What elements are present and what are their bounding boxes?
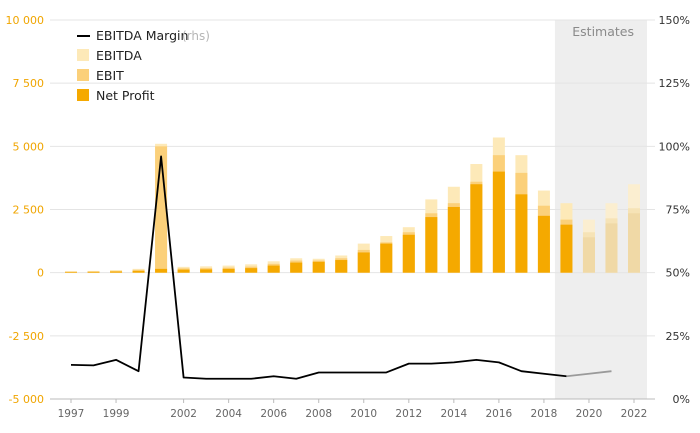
bar-net-profit (335, 260, 348, 273)
x-tick-label: 2002 (170, 408, 197, 420)
bar-net-profit (628, 213, 640, 273)
bar-net-profit (425, 217, 438, 273)
legend-swatch-ebitda (77, 49, 89, 61)
x-tick-label: 2010 (350, 408, 377, 420)
bar-net-profit (267, 265, 280, 273)
legend-label-ebitda: EBITDA (96, 48, 142, 63)
x-tick-label: 2022 (621, 408, 648, 420)
bar-net-profit (290, 262, 303, 273)
x-tick-label: 2008 (305, 408, 332, 420)
x-tick-label: 2004 (215, 408, 242, 420)
bar-net-profit (560, 224, 573, 273)
x-tick-label: 1997 (58, 408, 85, 420)
left-tick-label: -5 000 (9, 393, 44, 406)
right-axis-ticks: 150% 125% 100% 75% 50% 25% 0% (659, 14, 690, 406)
right-tick-label: 50% (666, 267, 690, 280)
bar-net-profit (447, 206, 460, 273)
bar-net-profit (110, 271, 123, 273)
bar-net-profit (132, 270, 145, 273)
x-tick-label: 2018 (531, 408, 558, 420)
right-tick-label: 25% (666, 330, 690, 343)
x-axis-ticks: 1997 1999 2002 2004 2006 2008 2010 2012 2014 2016… (58, 399, 648, 420)
bar-net-profit (492, 171, 505, 273)
left-tick-label: -2 500 (9, 330, 44, 343)
bar-net-profit (537, 215, 550, 273)
left-tick-label: 0 (37, 267, 44, 280)
bar-net-profit (515, 194, 528, 273)
left-axis-ticks: 10 000 7 500 5 000 2 500 0 -2 500 -5 000 (6, 14, 45, 406)
bar-net-profit (380, 243, 393, 273)
legend-label-ebit: EBIT (96, 68, 124, 83)
bar-net-profit (357, 252, 370, 273)
gridlines (50, 19, 655, 400)
x-tick-label: 2012 (395, 408, 422, 420)
bar-net-profit (605, 223, 618, 273)
right-tick-label: 75% (666, 204, 690, 217)
bar-net-profit (200, 269, 213, 273)
left-tick-label: 2 500 (13, 204, 45, 217)
bar-net-profit (245, 268, 258, 273)
left-tick-label: 7 500 (13, 77, 45, 90)
legend-label-ebitda-margin: EBITDA Margin (96, 28, 188, 43)
bars (65, 137, 640, 273)
bar-net-profit (470, 184, 483, 273)
bar-net-profit (222, 268, 235, 273)
left-tick-label: 5 000 (13, 140, 45, 153)
ebitda-margin-line (70, 155, 567, 380)
x-tick-label: 2016 (486, 408, 513, 420)
right-tick-label: 100% (659, 140, 690, 153)
bar-net-profit (312, 261, 325, 273)
bar-net-profit (155, 268, 168, 273)
bar-net-profit (87, 271, 100, 273)
legend-swatch-net-profit (77, 89, 89, 101)
ebitda-margin-line-estimate (566, 370, 612, 378)
legend-label-rhs: (rhs) (182, 29, 210, 43)
x-tick-label: 2006 (260, 408, 287, 420)
bar-net-profit (582, 237, 595, 273)
right-tick-label: 150% (659, 14, 690, 27)
x-tick-label: 2014 (440, 408, 467, 420)
legend-swatch-ebit (77, 69, 89, 81)
legend: EBITDA Margin (rhs) EBITDA EBIT Net Prof… (77, 28, 210, 103)
bar-net-profit (177, 269, 190, 273)
estimates-label: Estimates (572, 24, 634, 39)
x-tick-label: 1999 (103, 408, 130, 420)
bar-net-profit (402, 234, 415, 273)
bar-net-profit (65, 272, 77, 273)
left-tick-label: 10 000 (6, 14, 45, 27)
legend-label-net-profit: Net Profit (96, 88, 155, 103)
x-tick-label: 2020 (576, 408, 603, 420)
margin-line (70, 155, 612, 380)
right-tick-label: 125% (659, 77, 690, 90)
right-tick-label: 0% (673, 393, 690, 406)
